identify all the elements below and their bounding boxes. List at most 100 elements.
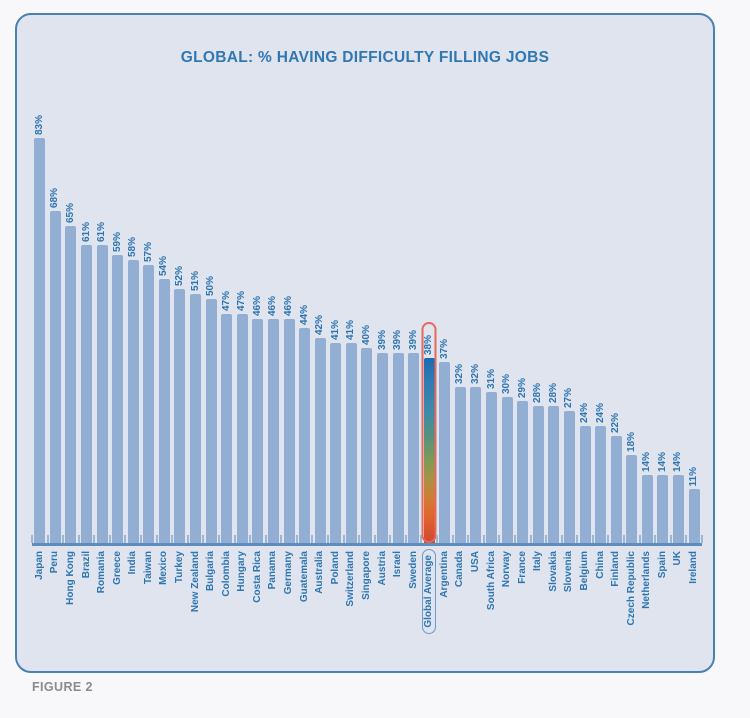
category-label: Canada <box>454 551 466 588</box>
value-label: 27% <box>563 387 575 408</box>
value-label: 68% <box>49 187 61 208</box>
bar-column: 83% <box>31 102 48 543</box>
axis-tick <box>467 535 470 543</box>
bar <box>579 426 591 543</box>
bar-column: 46% <box>264 102 282 543</box>
category-label: Ireland <box>688 551 700 584</box>
category-label: Germany <box>283 551 295 595</box>
bar <box>501 397 513 543</box>
category-label: Turkey <box>173 551 185 584</box>
bar-column: 27% <box>560 102 578 543</box>
category-label: Sweden <box>407 551 419 589</box>
bar-column: 24% <box>576 102 593 543</box>
category-label: Poland <box>329 551 341 585</box>
axis-tick <box>295 535 298 543</box>
axis-tick <box>436 535 439 543</box>
bar <box>96 245 108 543</box>
value-label: 54% <box>158 255 170 276</box>
category-label-cell: Norway <box>499 551 515 673</box>
category-label: Peru <box>49 551 61 574</box>
bar-column: 50% <box>202 102 219 543</box>
axis-tick <box>576 535 579 543</box>
category-label-cell: Italy <box>531 551 547 673</box>
chart-title: GLOBAL: % HAVING DIFFICULTY FILLING JOBS <box>180 49 550 66</box>
category-label: Finland <box>610 551 622 587</box>
value-label: 28% <box>532 382 544 403</box>
value-label: 50% <box>205 275 217 296</box>
axis-tick <box>62 535 65 543</box>
category-label: India <box>127 551 139 575</box>
bar <box>672 475 684 543</box>
category-label-cell: South Africa <box>484 551 500 673</box>
bar-column: 51% <box>186 102 204 543</box>
value-label: 47% <box>220 290 232 311</box>
bar-column: 28% <box>529 102 547 543</box>
bar <box>392 353 404 543</box>
bar <box>158 279 170 543</box>
axis-tick <box>622 535 625 543</box>
bar <box>174 289 186 543</box>
bar <box>314 338 326 543</box>
plot-area: 83% 68% 65% 61% 61% 59% 58% 57% 54% 52% 51% 50% 47% 4… <box>31 102 703 546</box>
bar <box>330 343 342 543</box>
category-label: Israel <box>392 551 404 578</box>
bar-column: 29% <box>513 102 531 543</box>
category-label: Mexico <box>158 551 170 585</box>
bar-column: 18% <box>622 102 640 543</box>
axis-tick <box>217 535 220 543</box>
value-label: 39% <box>376 329 388 350</box>
axis-tick <box>701 535 703 543</box>
bar <box>361 348 373 543</box>
value-label: 58% <box>127 236 139 257</box>
bar <box>283 319 295 543</box>
bar <box>81 245 93 543</box>
bar-column: 14% <box>654 102 671 543</box>
bar <box>299 328 311 543</box>
category-label-cell: Turkey <box>172 551 188 673</box>
value-label: 44% <box>298 304 310 325</box>
value-label: 14% <box>641 451 653 472</box>
axis-tick <box>186 535 189 543</box>
value-label: 46% <box>283 295 295 316</box>
figure-caption: FIGURE 2 <box>32 680 93 694</box>
axis-tick <box>77 535 80 543</box>
axis-tick <box>280 535 283 543</box>
category-label: Slovenia <box>563 551 575 593</box>
bar-column: 54% <box>155 102 173 543</box>
bar <box>34 138 46 543</box>
category-label-cell: France <box>515 551 531 673</box>
bar <box>345 343 357 543</box>
bar-column: 32% <box>467 102 484 543</box>
axis-tick <box>46 535 49 543</box>
category-label: France <box>516 551 528 584</box>
category-label: Norway <box>501 551 513 588</box>
axis-tick <box>560 535 563 543</box>
axis-tick <box>233 535 236 543</box>
value-label: 52% <box>173 265 185 286</box>
bar <box>112 255 124 543</box>
bar <box>236 314 248 543</box>
bar-global-average <box>423 358 435 543</box>
category-label: South Africa <box>485 551 497 611</box>
category-label-cell: Finland <box>608 551 624 673</box>
category-label-cell: Ireland <box>686 551 702 673</box>
category-label-cell: India <box>125 551 141 673</box>
category-label: Japan <box>33 551 45 580</box>
bar <box>439 362 451 543</box>
value-label: 59% <box>111 231 123 252</box>
axis-tick <box>404 535 407 543</box>
category-label-cell: USA <box>468 551 484 673</box>
category-label: Romania <box>96 551 108 594</box>
bar <box>267 319 279 543</box>
value-label: 29% <box>516 377 528 398</box>
axis-tick <box>669 535 672 543</box>
value-label: 22% <box>610 412 622 433</box>
bar-column: 31% <box>482 102 500 543</box>
axis-tick <box>264 535 267 543</box>
value-label: 39% <box>407 329 419 350</box>
category-label-cell: Guatemala <box>297 551 313 673</box>
category-label: Singapore <box>360 551 372 600</box>
value-label: 39% <box>392 329 404 350</box>
category-label: Spain <box>656 551 668 579</box>
bar <box>532 406 544 543</box>
